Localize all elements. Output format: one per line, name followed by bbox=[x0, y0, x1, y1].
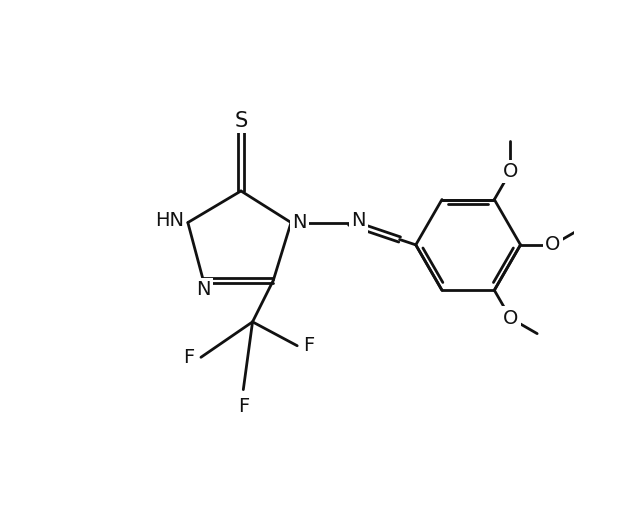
Text: O: O bbox=[545, 235, 561, 255]
Text: O: O bbox=[503, 309, 518, 328]
Text: F: F bbox=[237, 397, 249, 416]
Text: N: N bbox=[196, 280, 211, 299]
Text: N: N bbox=[292, 213, 307, 232]
Text: O: O bbox=[503, 162, 518, 181]
Text: F: F bbox=[184, 348, 195, 367]
Text: F: F bbox=[303, 336, 315, 355]
Text: HN: HN bbox=[155, 211, 184, 231]
Text: N: N bbox=[351, 211, 365, 231]
Text: S: S bbox=[234, 111, 248, 131]
